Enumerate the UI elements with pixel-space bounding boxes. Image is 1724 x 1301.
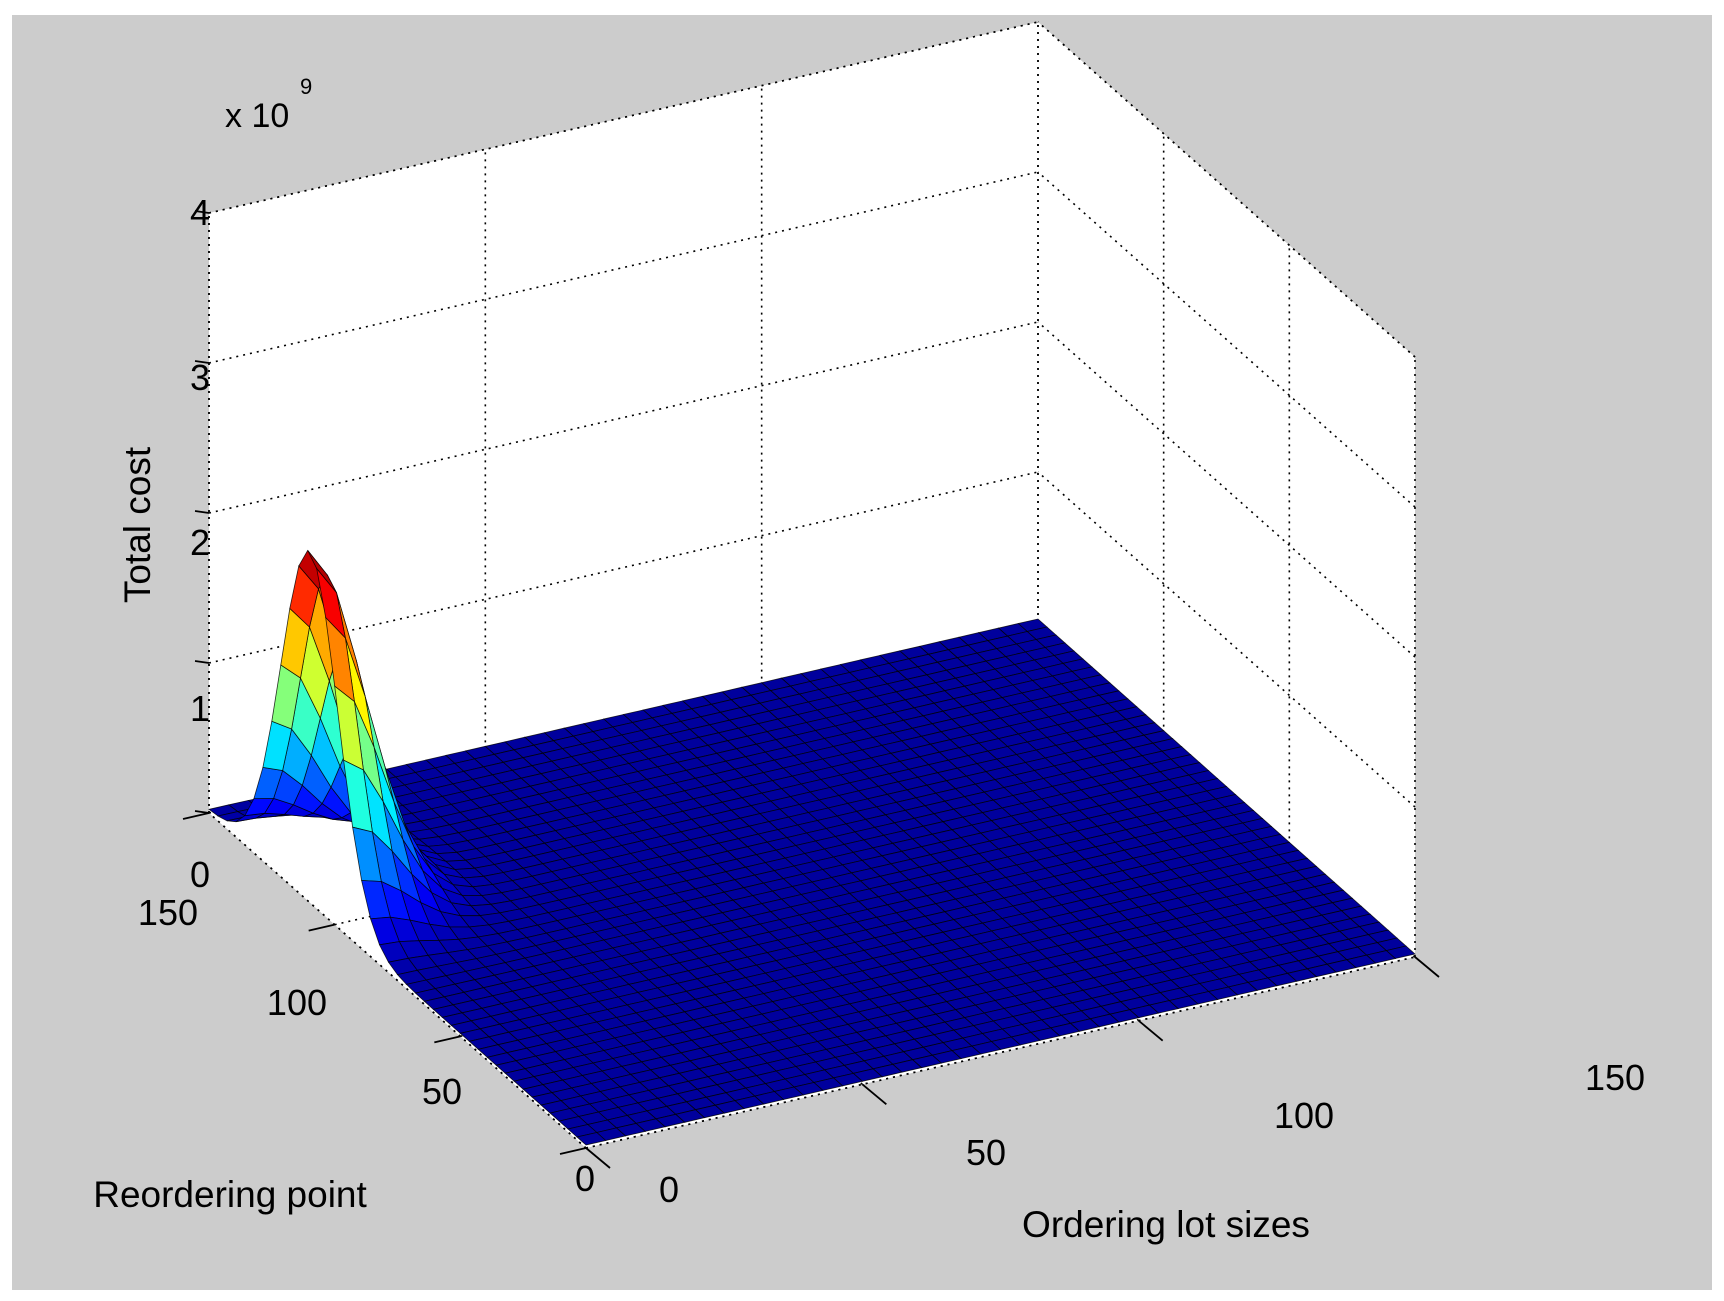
grid-side-z-2 (1037, 321, 1416, 658)
grid-side-z-3 (1037, 171, 1416, 508)
figure-window: 0 1 2 3 4 x 10 9 Total cost 150 100 50 0… (12, 15, 1712, 1290)
x-tick-label-50: 50 (966, 1132, 1006, 1173)
grid-back-z-2 (208, 321, 1039, 514)
z-tick-label-3: 3 (190, 357, 210, 398)
y-axis-title: Reordering point (93, 1174, 367, 1215)
y-tick-0 (559, 1147, 587, 1155)
x-axis-line (585, 956, 1416, 1149)
z-tick-4 (194, 210, 210, 214)
z-multiplier-base: x 10 (225, 97, 289, 135)
x-tick-50 (861, 1083, 887, 1106)
z-tick-label-4: 4 (190, 192, 210, 233)
x-tick-label-100: 100 (1274, 1095, 1334, 1136)
surface-patch (576, 1132, 607, 1146)
y-tick-100 (308, 923, 335, 932)
y-tick-150 (182, 812, 210, 820)
top-edge-back (208, 21, 1039, 214)
y-tick-50 (434, 1035, 461, 1044)
y-tick-label-0: 0 (575, 1158, 595, 1199)
z-multiplier-exponent: 9 (300, 74, 312, 99)
x-tick-label-150: 150 (1585, 1057, 1645, 1098)
x-tick-150 (1414, 956, 1440, 978)
y-axis-line (208, 812, 587, 1149)
y-tick-label-50: 50 (422, 1071, 462, 1112)
z-tick-2 (194, 510, 210, 514)
x-tick-label-0: 0 (659, 1169, 679, 1210)
axes-front (182, 210, 1440, 1169)
z-axis-title: Total cost (117, 446, 158, 603)
x-tick-0 (585, 1147, 611, 1169)
z-tick-label-0: 0 (190, 854, 210, 895)
surface-plot: 0 1 2 3 4 x 10 9 Total cost 150 100 50 0… (93, 21, 1645, 1245)
z-tick-label-1: 1 (190, 688, 210, 729)
surface-mesh (208, 549, 1416, 1146)
z-tick-label-2: 2 (190, 522, 210, 563)
top-edge-side (1037, 21, 1416, 358)
x-axis-title: Ordering lot sizes (1022, 1204, 1310, 1245)
grid-back-z-3 (208, 171, 1039, 364)
z-tick-3 (194, 360, 210, 364)
y-tick-label-100: 100 (267, 982, 327, 1023)
y-tick-label-150: 150 (138, 892, 198, 933)
grid-side-z-1 (1037, 471, 1416, 808)
x-tick-100 (1138, 1019, 1164, 1042)
z-tick-1 (194, 660, 210, 664)
